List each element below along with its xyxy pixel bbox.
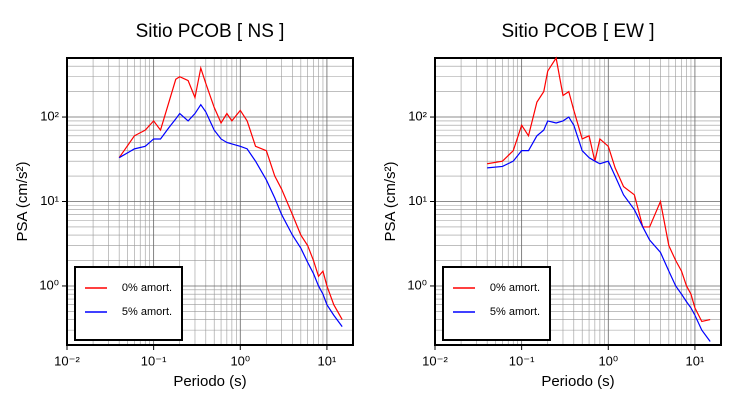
series-line (487, 116, 711, 342)
legend-label: 0% amort. (490, 282, 540, 294)
series-line (118, 103, 343, 327)
legend-label: 5% amort. (122, 306, 172, 318)
y-tick-label: 10² (408, 108, 427, 123)
legend-label: 0% amort. (122, 282, 172, 294)
y-axis-label: PSA (cm/s²) (14, 161, 31, 241)
legend-box (74, 266, 183, 341)
y-tick-label: 10¹ (408, 193, 427, 208)
legend-label: 5% amort. (490, 306, 540, 318)
x-tick-label: 10⁻¹ (141, 353, 167, 368)
series-line (118, 65, 343, 320)
chart-title: Sitio PCOB [ NS ] (136, 21, 285, 42)
x-tick-label: 10⁻² (422, 353, 448, 368)
y-axis-label: PSA (cm/s²) (382, 161, 399, 241)
x-tick-label: 10⁻² (54, 353, 80, 368)
subplot: Sitio PCOB [ EW ] 10⁻² 10⁻¹ 10⁰ 10¹ 10⁰ 10¹ 10²… (382, 21, 722, 390)
y-tick-label: 10⁰ (407, 277, 427, 292)
y-tick-label: 10¹ (40, 193, 59, 208)
subplot: Sitio PCOB [ NS ] 10⁻² 10⁻¹ 10⁰ 10¹ 10⁰ 10¹ 10²… (14, 21, 354, 390)
y-tick-label: 10⁰ (39, 277, 59, 292)
plot-frame (434, 57, 722, 346)
x-axis-label: Periodo (s) (541, 373, 614, 390)
x-axis-label: Periodo (s) (173, 373, 246, 390)
chart-title: Sitio PCOB [ EW ] (501, 21, 654, 42)
series-line (487, 56, 711, 323)
y-tick-label: 10² (40, 108, 59, 123)
x-tick-label: 10¹ (318, 353, 337, 368)
x-tick-label: 10⁻¹ (509, 353, 535, 368)
x-tick-label: 10⁰ (598, 353, 618, 368)
plot-frame (66, 57, 354, 346)
x-tick-label: 10¹ (686, 353, 705, 368)
x-tick-label: 10⁰ (230, 353, 250, 368)
legend-box (442, 266, 551, 341)
